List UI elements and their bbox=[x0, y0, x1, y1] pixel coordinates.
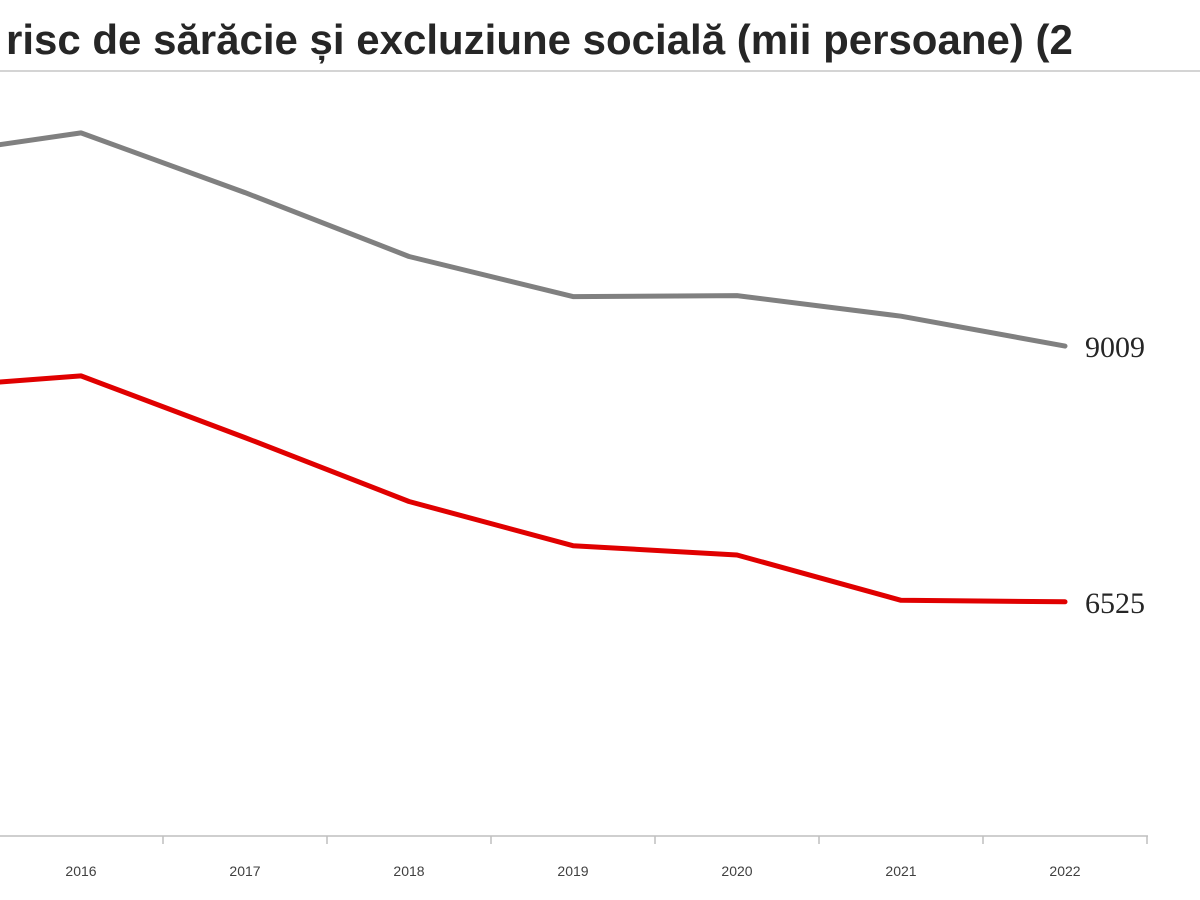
x-tick-label: 2022 bbox=[1049, 863, 1080, 879]
series-end-label-2: 6525 bbox=[1085, 587, 1145, 620]
title-divider bbox=[0, 70, 1200, 72]
x-tick-label: 2019 bbox=[557, 863, 588, 879]
series-layer bbox=[0, 130, 1068, 605]
x-tick-label: 2021 bbox=[885, 863, 916, 879]
x-axis: 2016 2017 2018 2019 2020 2021 2022 bbox=[0, 835, 1148, 879]
series-end-label-1: 9009 bbox=[1085, 331, 1145, 364]
x-tick-label: 2016 bbox=[65, 863, 96, 879]
x-tick-label: 2020 bbox=[721, 863, 752, 879]
label-layer: 9009 6525 bbox=[1085, 331, 1145, 620]
series-line-2 bbox=[0, 373, 1068, 605]
x-tick-label: 2017 bbox=[229, 863, 260, 879]
x-tick-label: 2018 bbox=[393, 863, 424, 879]
series-line-1 bbox=[0, 130, 1068, 349]
chart-title: risc de sărăcie și excluziune socială (m… bbox=[6, 16, 1073, 63]
